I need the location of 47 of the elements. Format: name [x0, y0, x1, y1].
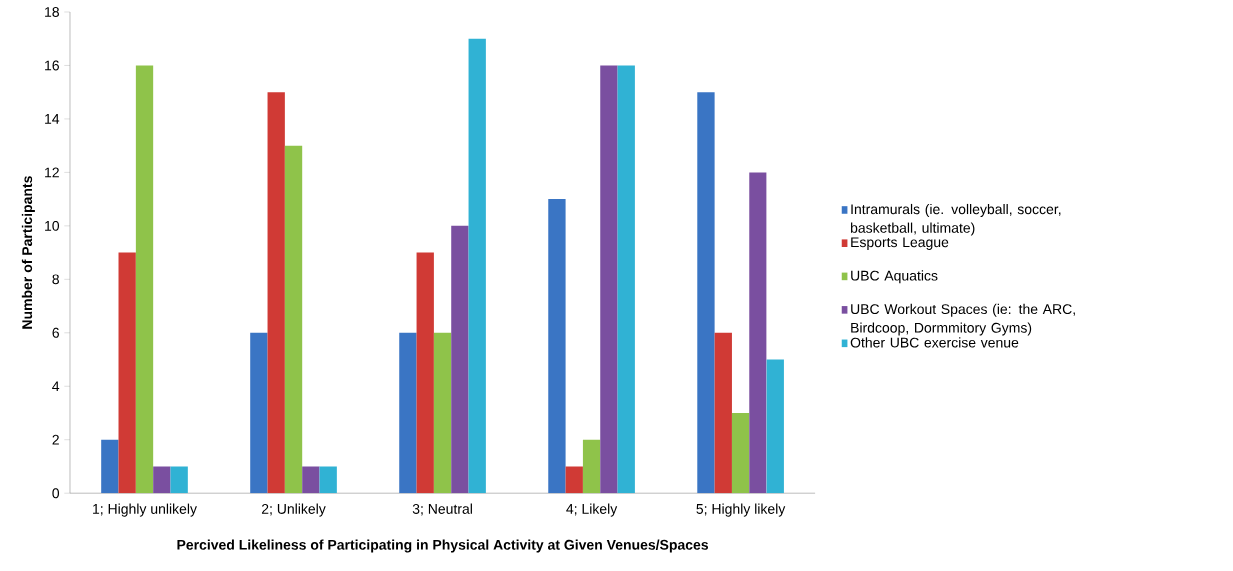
- y-tick-label: 0: [52, 488, 60, 499]
- bar: [714, 333, 732, 494]
- y-tick-label: 16: [45, 60, 59, 71]
- legend-label: Esports League: [851, 237, 949, 251]
- bar: [433, 333, 452, 494]
- bar: [600, 65, 618, 494]
- x-tick-label: 3; Neutral: [412, 503, 472, 516]
- x-tick-label: 2; Unlikely: [261, 503, 326, 517]
- bar: [399, 333, 417, 494]
- bar: [267, 92, 285, 494]
- bar: [565, 466, 583, 494]
- bar: [250, 333, 268, 494]
- y-tick-label: 6: [52, 328, 59, 338]
- x-axis-title: Percived Likeliness of Participating in Physical Activity at Given Venues/Spaces: [177, 539, 709, 553]
- bar: [153, 466, 171, 494]
- bar: [617, 65, 635, 494]
- bar: [468, 38, 486, 494]
- y-tick-label: 10: [45, 221, 60, 232]
- y-tick-label: 12: [45, 167, 59, 178]
- y-tick-label: 2: [52, 435, 59, 445]
- bar: [284, 145, 303, 494]
- x-tick-label: 4; Likely: [566, 503, 618, 517]
- bar: [766, 359, 784, 494]
- y-tick-label: 18: [45, 7, 59, 18]
- bar: [416, 252, 434, 494]
- bar: [451, 226, 469, 494]
- bar: [118, 252, 136, 494]
- legend-label: UBC Aquatics: [851, 270, 938, 284]
- x-tick-label: 5; Highly likely: [696, 503, 786, 517]
- y-tick-label: 4: [52, 381, 60, 392]
- legend-label: Other UBC exercise venue: [850, 337, 1019, 348]
- legend-label: UBC Workout Spaces (ie: the ARC, Birdcoop, Dormmitory Gyms): [851, 304, 1075, 336]
- bar: [731, 413, 750, 494]
- bar: [101, 439, 119, 494]
- y-axis-title: Number of Participants: [21, 176, 35, 329]
- bar: [697, 92, 715, 494]
- bar: [170, 466, 188, 494]
- bar: [135, 65, 154, 494]
- bar: [302, 466, 320, 494]
- bar: [319, 466, 337, 494]
- y-tick-label: 8: [52, 274, 59, 285]
- bar: [582, 439, 601, 494]
- legend-label: Intramurals (ie. volleyball, soccer, basketball, ultimate): [850, 204, 1061, 236]
- bar: [548, 199, 566, 494]
- x-tick-label: 1; Highly unlikely: [93, 503, 197, 517]
- y-tick-label: 14: [45, 114, 60, 124]
- bar: [749, 172, 767, 494]
